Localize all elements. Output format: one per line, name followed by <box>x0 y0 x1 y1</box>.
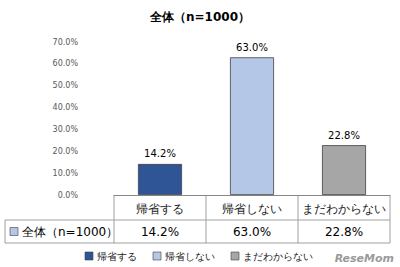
svg-text:40.0%: 40.0% <box>53 103 79 112</box>
svg-text:50.0%: 50.0% <box>53 81 79 90</box>
svg-text:20.0%: 20.0% <box>53 147 79 156</box>
svg-text:30.0%: 30.0% <box>53 125 79 134</box>
svg-text:14.2%: 14.2% <box>144 148 176 159</box>
svg-text:帰省しない: 帰省しない <box>222 202 282 216</box>
svg-text:14.2%: 14.2% <box>141 225 179 239</box>
svg-text:63.0%: 63.0% <box>236 42 268 53</box>
svg-text:0.0%: 0.0% <box>58 191 79 200</box>
svg-text:まだわからない: まだわからない <box>243 251 313 262</box>
svg-text:ReseMom: ReseMom <box>335 252 394 265</box>
svg-text:70.0%: 70.0% <box>53 38 79 47</box>
svg-text:60.0%: 60.0% <box>53 59 79 68</box>
svg-text:まだわからない: まだわからない <box>302 202 386 216</box>
svg-text:全体（n=1000）: 全体（n=1000） <box>22 225 118 239</box>
svg-text:全体（n=1000）: 全体（n=1000） <box>149 10 250 24</box>
svg-text:帰省する: 帰省する <box>97 251 137 262</box>
svg-text:帰省する: 帰省する <box>136 202 184 216</box>
svg-text:63.0%: 63.0% <box>233 225 271 239</box>
svg-text:22.8%: 22.8% <box>325 225 363 239</box>
svg-text:22.8%: 22.8% <box>328 130 360 141</box>
svg-text:帰省しない: 帰省しない <box>165 251 215 262</box>
svg-text:10.0%: 10.0% <box>53 169 79 178</box>
